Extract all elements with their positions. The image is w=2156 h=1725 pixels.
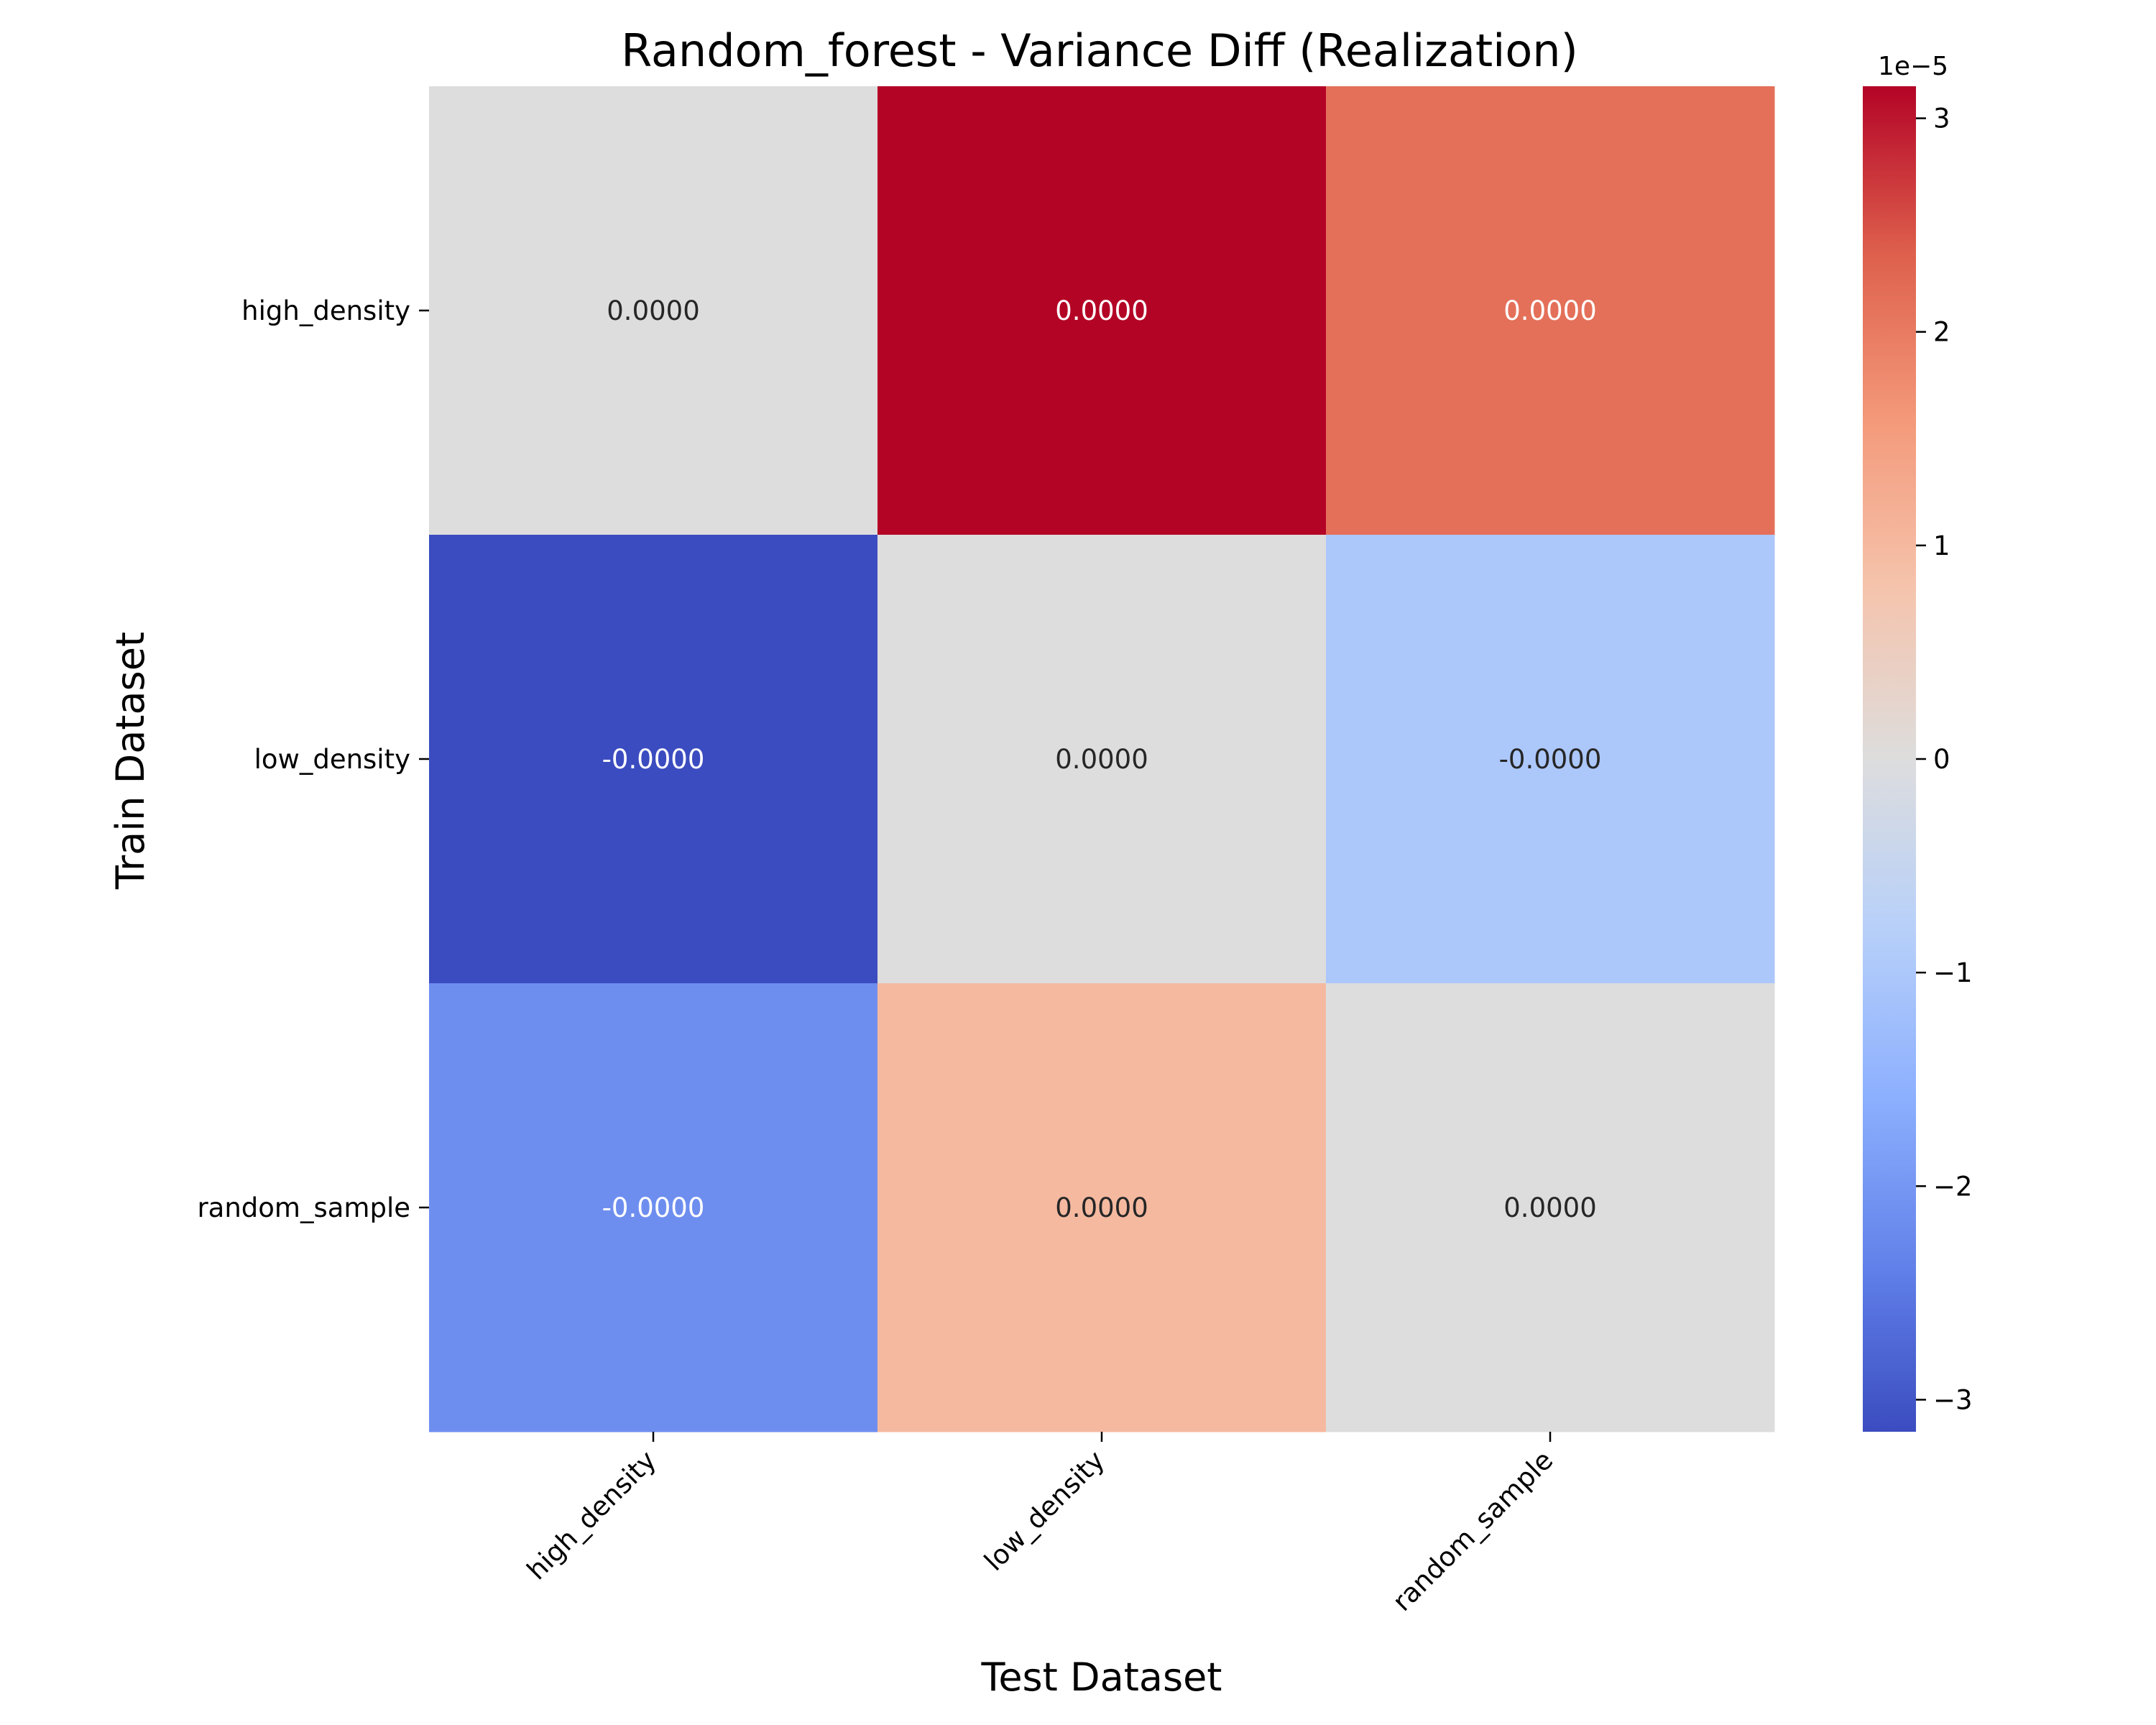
cell-annotation: 0.0000 [1055, 744, 1148, 775]
colorbar-tick-label: 1 [1933, 530, 1950, 561]
cell-annotation: 0.0000 [1055, 1192, 1148, 1223]
colorbar-tick-label: 0 [1933, 744, 1950, 775]
colorbar-tick-label: 2 [1933, 317, 1950, 348]
heatmap-cell [877, 983, 1327, 1432]
x-tick-label: random_sample [1386, 1445, 1559, 1617]
cell-annotation: 0.0000 [1055, 295, 1148, 326]
colorbar-multiplier: 1e−5 [1878, 52, 1948, 81]
heatmap-cell [429, 983, 878, 1432]
x-tick-label: high_density [521, 1445, 662, 1586]
cell-annotation: -0.0000 [1499, 744, 1602, 775]
heatmap-cell [1326, 983, 1775, 1432]
x-axis-label: Test Dataset [981, 1655, 1222, 1700]
colorbar-tick-label: −1 [1933, 957, 1973, 988]
colorbar-tick-label: 3 [1933, 104, 1950, 134]
cell-annotation: -0.0000 [602, 1192, 705, 1223]
chart-title: Random_forest - Variance Diff (Realizati… [621, 24, 1578, 77]
colorbar: 1e−5 3 2 1 0 −1 −2 −3 [1863, 52, 1973, 1432]
heatmap-cell [1326, 535, 1775, 984]
y-tick-label: random_sample [197, 1192, 410, 1223]
heatmap-cell [877, 535, 1327, 984]
x-axis: high_density low_density random_sample [521, 1432, 1559, 1617]
cell-annotation: 0.0000 [607, 295, 699, 326]
heatmap-cell [429, 535, 878, 984]
colorbar-ticks: 3 2 1 0 −1 −2 −3 [1916, 104, 1973, 1415]
cell-annotation: -0.0000 [602, 744, 705, 775]
heatmap-cells: 0.0000 0.0000 0.0000 -0.0000 0.0000 -0.0000 -0… [429, 86, 1775, 1432]
y-axis: high_density low_density random_sample [197, 295, 429, 1223]
cell-annotation: 0.0000 [1503, 1192, 1596, 1223]
colorbar-tick-label: −3 [1933, 1384, 1973, 1415]
heatmap-cell [429, 86, 878, 535]
heatmap-cell [1326, 86, 1775, 535]
colorbar-gradient [1863, 86, 1916, 1432]
heatmap-cell [877, 86, 1327, 535]
y-tick-label: high_density [241, 295, 410, 326]
cell-annotation: 0.0000 [1503, 295, 1596, 326]
colorbar-tick-label: −2 [1933, 1171, 1973, 1202]
y-tick-label: low_density [254, 744, 410, 775]
y-axis-label: Train Dataset [108, 632, 153, 890]
x-tick-label: low_density [978, 1445, 1110, 1577]
